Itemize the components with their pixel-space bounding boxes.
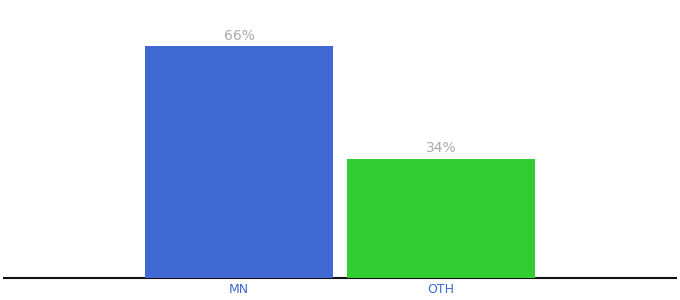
Text: 34%: 34% xyxy=(426,141,456,155)
Bar xyxy=(146,46,333,278)
Text: 66%: 66% xyxy=(224,29,255,43)
Bar xyxy=(347,159,534,278)
